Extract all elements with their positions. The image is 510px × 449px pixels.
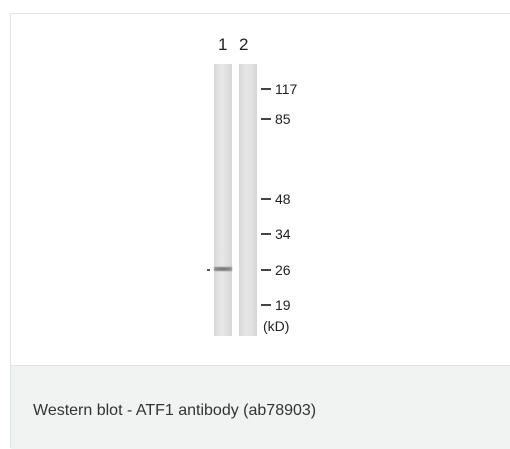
marker-label-34: 34 xyxy=(275,226,291,242)
band-indicator-tick xyxy=(207,269,210,271)
marker-label-26: 26 xyxy=(275,262,291,278)
lane-1 xyxy=(214,64,232,336)
western-blot-image: 1 2 117 85 48 34 26 19 (kD) xyxy=(11,14,510,365)
lane-number-1: 1 xyxy=(218,35,228,54)
marker-dash-19 xyxy=(261,304,271,306)
marker-label-19: 19 xyxy=(275,297,291,313)
lane-2 xyxy=(239,64,257,336)
marker-dash-34 xyxy=(261,233,271,235)
unit-label: (kD) xyxy=(263,318,290,334)
marker-label-85: 85 xyxy=(275,111,291,127)
marker-label-117: 117 xyxy=(275,81,298,97)
marker-dash-48 xyxy=(261,198,271,200)
marker-dash-26 xyxy=(261,269,271,271)
figure-caption: Western blot - ATF1 antibody (ab78903) xyxy=(33,402,317,419)
marker-dash-85 xyxy=(261,118,271,120)
marker-dash-117 xyxy=(261,88,271,90)
protein-band xyxy=(214,267,232,271)
figure-card: 1 2 117 85 48 34 26 19 (kD) Western blot… xyxy=(10,13,510,449)
caption-bar: Western blot - ATF1 antibody (ab78903) xyxy=(11,365,510,449)
lane-number-2: 2 xyxy=(239,35,249,54)
marker-label-48: 48 xyxy=(275,191,291,207)
